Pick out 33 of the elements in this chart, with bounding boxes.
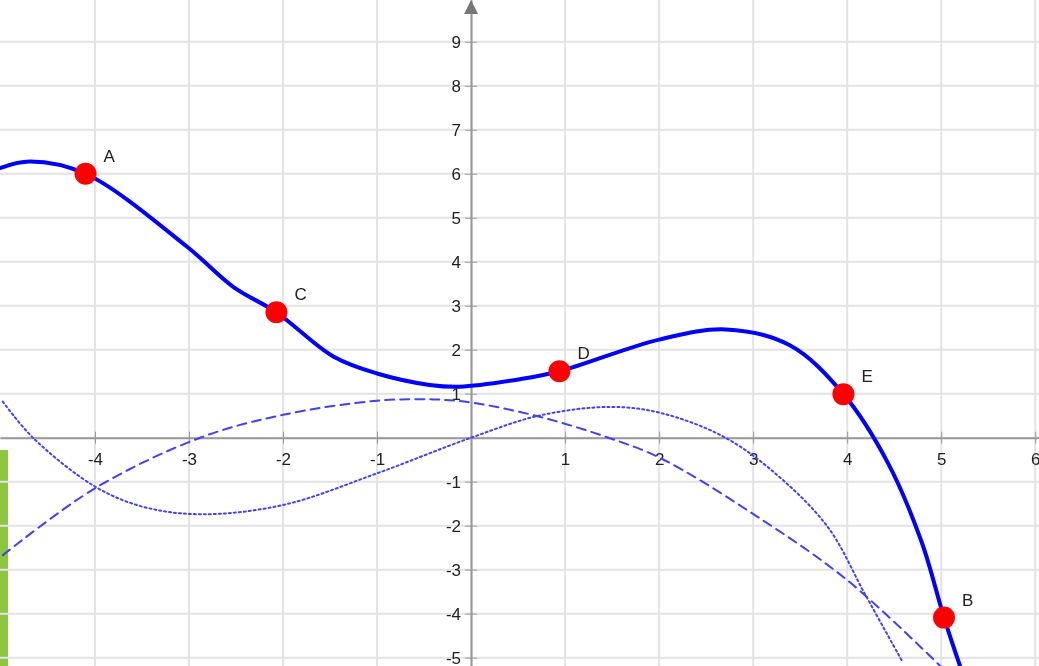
x-tick-label: 3 (748, 450, 759, 470)
y-tick-label: 7 (451, 120, 462, 140)
x-tick-label: -2 (275, 450, 292, 470)
x-tick-label: 6 (1031, 450, 1039, 470)
x-tick-label: -4 (87, 450, 104, 470)
point (74, 162, 97, 185)
y-tick-label: 6 (451, 164, 462, 184)
point (265, 301, 288, 324)
annotation: B (962, 590, 974, 610)
y-tick-label: 4 (451, 252, 462, 272)
point (933, 606, 956, 629)
x-tick-label: 1 (560, 450, 571, 470)
y-tick-label: 3 (451, 296, 462, 316)
y-tick-label: 2 (451, 340, 462, 360)
y-tick-label: -4 (445, 604, 462, 624)
y-tick-label: -1 (445, 472, 462, 492)
y-tick-label: -3 (445, 560, 462, 580)
y-tick-label: -2 (445, 516, 462, 536)
annotation: E (861, 367, 873, 387)
y-tick-label: -5 (445, 648, 462, 666)
annotation: D (577, 344, 590, 364)
annotation: C (294, 285, 307, 305)
x-tick-label: -3 (181, 450, 198, 470)
point (548, 360, 571, 383)
y-tick-label: 8 (451, 76, 462, 96)
x-tick-label: 5 (936, 450, 947, 470)
point (832, 383, 855, 406)
y-tick-label: 5 (451, 208, 462, 228)
x-tick-label: -1 (369, 450, 386, 470)
x-tick-label: 4 (842, 450, 853, 470)
y-tick-label: 9 (451, 32, 462, 52)
annotation: A (103, 146, 116, 166)
y-tick-label: 1 (451, 384, 462, 404)
